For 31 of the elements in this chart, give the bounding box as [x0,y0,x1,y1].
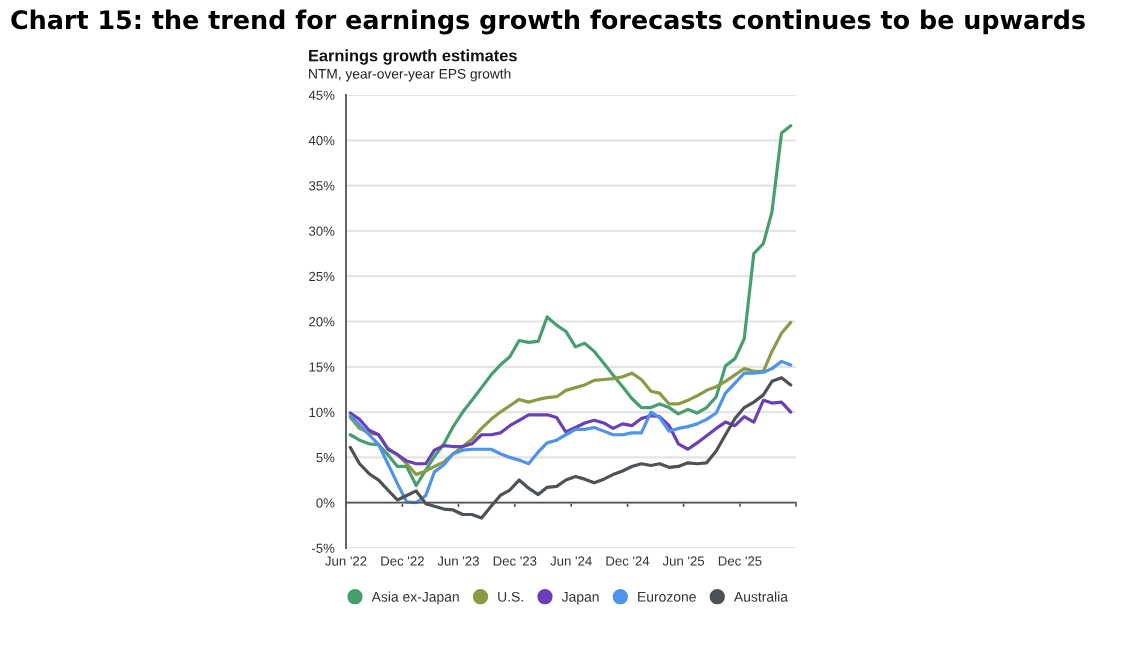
line-series [348,398,793,466]
y-tick-label: 0% [316,498,335,508]
y-tick-label: 45% [308,90,335,100]
legend-label: Eurozone [638,592,696,602]
line-series [348,124,793,488]
x-tick-label: Jun '22 [325,556,367,566]
y-axis-title: NTM, year-over-year EPS growth [309,68,511,82]
x-tick-label: Jun '23 [437,556,479,566]
legend-label: Japan [561,592,599,605]
line-series [348,376,793,520]
y-tick-label: 15% [309,362,335,372]
y-tick-label: 10% [309,407,335,418]
y-tick-label: 5% [316,453,335,463]
x-tick-label: Dec '24 [606,556,650,566]
legend-label: U.S. [498,591,523,602]
legend-label: Australia [733,591,788,602]
y-tick-label: -5% [312,543,335,553]
x-tick-label: Dec '23 [493,556,537,566]
chart-title: Chart 15: the trend for earnings growth forecasts continues to be upwards [11,9,1085,35]
line-series [348,359,793,505]
y-tick-label: 20% [309,317,335,327]
x-tick-label: Jun '25 [662,556,705,566]
y-tick-label: 40% [308,135,335,146]
y-tick-label: 35% [308,181,335,191]
legend-label: Asia ex-Japan [371,591,459,605]
x-tick-label: Jun '24 [550,556,592,566]
x-tick-label: Dec '22 [381,556,424,566]
y-tick-label: 25% [309,271,335,282]
y-tick-label: 30% [308,226,335,236]
chart-subtitle: Earnings growth estimates [309,49,517,65]
x-tick-label: Dec '25 [718,556,762,566]
